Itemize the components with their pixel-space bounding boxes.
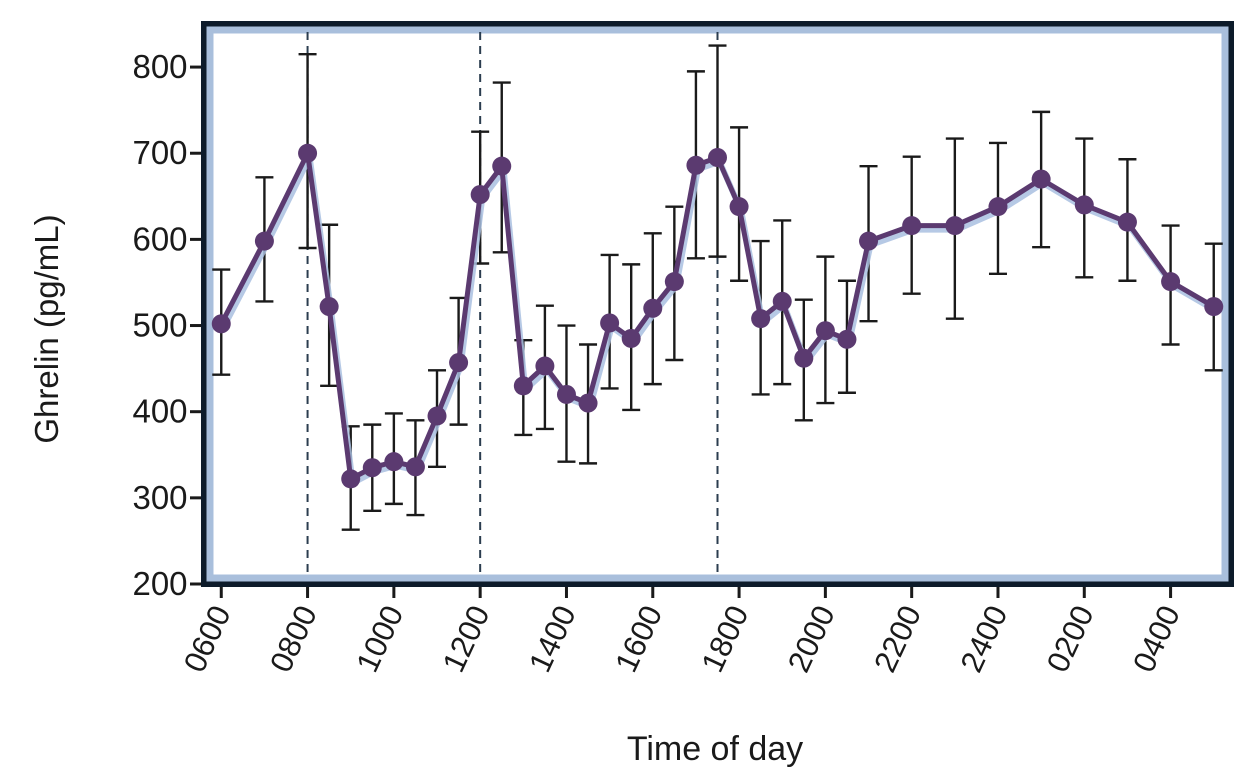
data-point-28 (859, 231, 879, 251)
data-point-17 (621, 328, 641, 348)
data-points (211, 143, 1224, 489)
data-point-29 (902, 216, 922, 236)
data-point-2 (298, 143, 318, 163)
data-point-23 (751, 309, 771, 329)
x-tick-label-6: 1800 (695, 600, 756, 677)
x-tick-label-3: 1200 (436, 600, 497, 677)
x-tick-label-8: 2200 (867, 600, 928, 677)
y-tick-label-2: 400 (132, 393, 187, 430)
data-point-33 (1074, 195, 1094, 215)
data-point-36 (1204, 297, 1224, 317)
x-tick-label-11: 0400 (1126, 600, 1187, 677)
data-point-26 (815, 321, 835, 341)
data-point-18 (643, 298, 663, 318)
data-point-4 (341, 469, 361, 489)
x-tick-label-9: 2400 (953, 600, 1014, 677)
data-point-12 (513, 376, 533, 396)
y-tick-label-6: 800 (132, 48, 187, 85)
data-point-15 (578, 393, 598, 413)
data-point-13 (535, 356, 555, 376)
data-point-35 (1161, 272, 1181, 292)
data-point-8 (427, 406, 447, 426)
data-point-31 (988, 197, 1008, 217)
y-tick-label-3: 500 (132, 307, 187, 344)
data-point-14 (556, 384, 576, 404)
data-point-9 (449, 353, 469, 373)
data-point-27 (837, 329, 857, 349)
y-axis-ticks: 200 300 400 500 600 700 800 (132, 48, 201, 602)
data-point-7 (405, 457, 425, 477)
data-point-25 (794, 348, 814, 368)
data-point-10 (470, 185, 490, 205)
data-point-3 (319, 297, 339, 317)
data-point-11 (492, 156, 512, 176)
data-point-22 (729, 197, 749, 217)
data-point-34 (1117, 212, 1137, 232)
data-point-6 (384, 452, 404, 472)
y-axis-label: Ghrelin (pg/mL) (28, 214, 65, 443)
x-tick-label-2: 1000 (349, 600, 410, 677)
y-tick-label-0: 200 (132, 565, 187, 602)
data-point-16 (600, 313, 620, 333)
data-point-24 (772, 291, 792, 311)
data-point-30 (945, 216, 965, 236)
y-tick-label-4: 600 (132, 220, 187, 257)
x-tick-label-5: 1600 (608, 600, 669, 677)
x-tick-label-1: 0800 (263, 600, 324, 677)
y-tick-label-5: 700 (132, 134, 187, 171)
x-axis-label: Time of day (627, 730, 803, 768)
data-point-0 (211, 314, 231, 334)
data-point-21 (708, 148, 727, 168)
data-point-5 (362, 458, 382, 478)
x-axis-ticks: 0600 0800 1000 1200 1400 1600 1800 2000 2200 2400… (177, 587, 1187, 677)
x-tick-label-7: 2000 (781, 600, 842, 677)
x-tick-label-10: 0200 (1040, 600, 1101, 677)
y-tick-label-1: 300 (132, 479, 187, 516)
x-tick-label-4: 1400 (522, 600, 583, 677)
data-point-20 (686, 155, 706, 175)
x-tick-label-0: 0600 (177, 600, 238, 677)
data-point-1 (254, 231, 274, 251)
plot-frame-inner (206, 26, 1229, 582)
data-point-32 (1031, 169, 1051, 189)
data-point-19 (664, 272, 684, 292)
